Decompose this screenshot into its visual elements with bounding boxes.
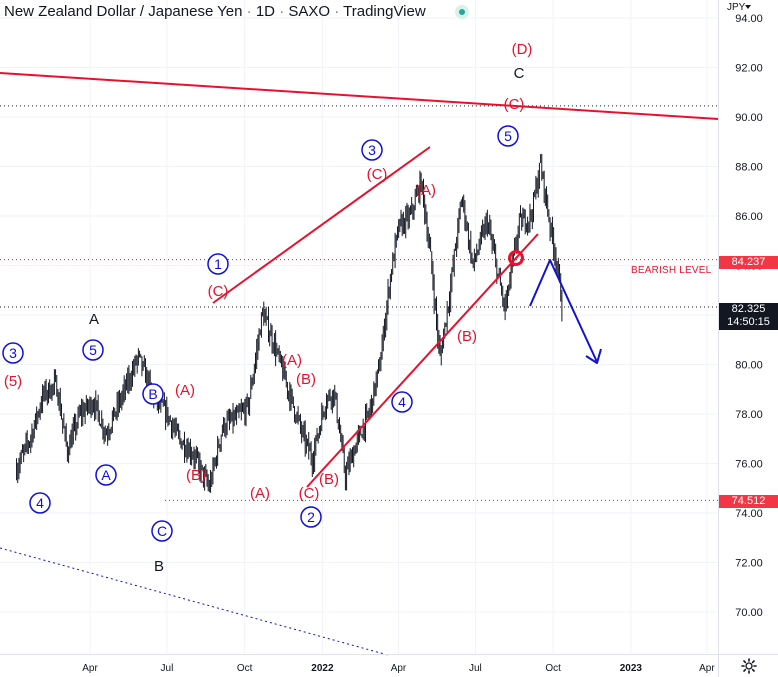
y-tick-label: 92.00	[735, 63, 763, 75]
y-tick-label: 86.00	[735, 211, 763, 223]
wave-label-red: (B)	[319, 471, 339, 488]
upper-resistance-trendline	[0, 72, 719, 120]
lower-dotted-trendline	[0, 547, 389, 656]
wave-label-blue: A	[101, 467, 111, 483]
chart-title: New Zealand Dollar / Japanese Yen · 1D ·…	[4, 3, 426, 20]
wave-circle	[82, 339, 104, 361]
wave-label-blue: 5	[89, 342, 97, 358]
channel-lower-trendline	[306, 233, 539, 488]
gear-icon[interactable]	[741, 658, 757, 674]
x-tick-label: Apr	[391, 663, 407, 674]
wave-circle	[300, 506, 322, 528]
wave-label-red: (C)	[299, 485, 320, 502]
wave-label-blue: 3	[368, 142, 376, 158]
wave-circle	[29, 492, 51, 514]
wave-label-blue: 1	[214, 256, 222, 272]
wave-label-blue: C	[157, 523, 167, 539]
wave-label-red: (A)	[416, 182, 436, 199]
current-price-tag: 82.325 14:50:15	[719, 303, 778, 330]
y-tick-label: 72.00	[735, 558, 763, 570]
y-tick-label: 90.00	[735, 112, 763, 124]
x-tick-label: Oct	[545, 663, 561, 674]
y-tick-label: 80.00	[735, 360, 763, 372]
bar-countdown: 14:50:15	[727, 316, 770, 328]
wave-circle	[95, 464, 117, 486]
wave-label-red: (C)	[208, 283, 229, 300]
y-tick-label: 88.00	[735, 162, 763, 174]
wave-label-red: (A)	[175, 382, 195, 399]
wave-label-red: (B)	[457, 328, 477, 345]
wave-label-black: A	[89, 311, 99, 328]
projection-arrow	[529, 259, 598, 363]
wave-label-black: B	[154, 558, 164, 575]
wave-circle	[142, 383, 164, 405]
x-tick-label: Jul	[161, 663, 174, 674]
currency-selector[interactable]: JPY	[727, 2, 752, 13]
y-tick-label: 94.00	[735, 13, 763, 25]
x-tick-label: Jul	[469, 663, 482, 674]
wave-label-red: (C)	[504, 96, 525, 113]
wave-label-red: (5)	[4, 373, 22, 390]
wave-label-blue: 4	[398, 394, 406, 410]
y-tick-label: 74.00	[735, 508, 763, 520]
wave-label-red: (C)	[367, 166, 388, 183]
provider-label: TradingView	[343, 3, 426, 20]
current-price: 82.325	[731, 303, 766, 315]
grid	[0, 0, 718, 654]
wave-label-blue: 3	[9, 345, 17, 361]
symbol-name: New Zealand Dollar / Japanese Yen	[4, 3, 243, 20]
x-tick-label: 2023	[620, 663, 643, 674]
wave-labels: (5)(A)(B)(A)(B)(A)(C)(C)(B)(C)(A)(B)(C)(…	[2, 41, 533, 575]
channel-upper-trendline	[212, 146, 431, 304]
wave-circle	[207, 253, 229, 275]
wave-circle	[151, 520, 173, 542]
wave-label-red: (D)	[512, 41, 533, 58]
wave-label-red: (B)	[186, 467, 206, 484]
interval-label[interactable]: 1D	[255, 3, 276, 20]
exchange-label: SAXO	[288, 3, 331, 20]
bearish-level-label: BEARISH LEVEL	[631, 265, 712, 276]
wave-label-black: C	[514, 65, 525, 82]
x-tick-label: Oct	[237, 663, 253, 674]
y-tick-label: 76.00	[735, 459, 763, 471]
wave-label-blue: 4	[36, 495, 44, 511]
support-price-tag: 74.512	[719, 495, 778, 508]
x-tick-label: Apr	[82, 663, 98, 674]
wave-label-blue: 2	[307, 509, 315, 525]
wave-circle	[391, 391, 413, 413]
wave-label-blue: 5	[504, 128, 512, 144]
x-tick-label: 2022	[311, 663, 334, 674]
bearish-level-price-tag: 84.237	[719, 256, 778, 269]
wave-circle	[497, 125, 519, 147]
wave-label-red: (B)	[296, 371, 316, 388]
breakdown-marker	[508, 250, 524, 266]
x-tick-label: Apr	[699, 663, 715, 674]
live-dot-icon	[455, 5, 469, 19]
wave-label-red: (A)	[250, 485, 270, 502]
wave-circle	[2, 342, 24, 364]
y-tick-label: 70.00	[735, 607, 763, 619]
wave-label-blue: B	[148, 386, 157, 402]
projection-arrowhead	[585, 348, 602, 364]
wave-label-red: (A)	[282, 352, 302, 369]
y-tick-label: 78.00	[735, 409, 763, 421]
trendlines	[0, 72, 719, 656]
wave-circle	[361, 139, 383, 161]
